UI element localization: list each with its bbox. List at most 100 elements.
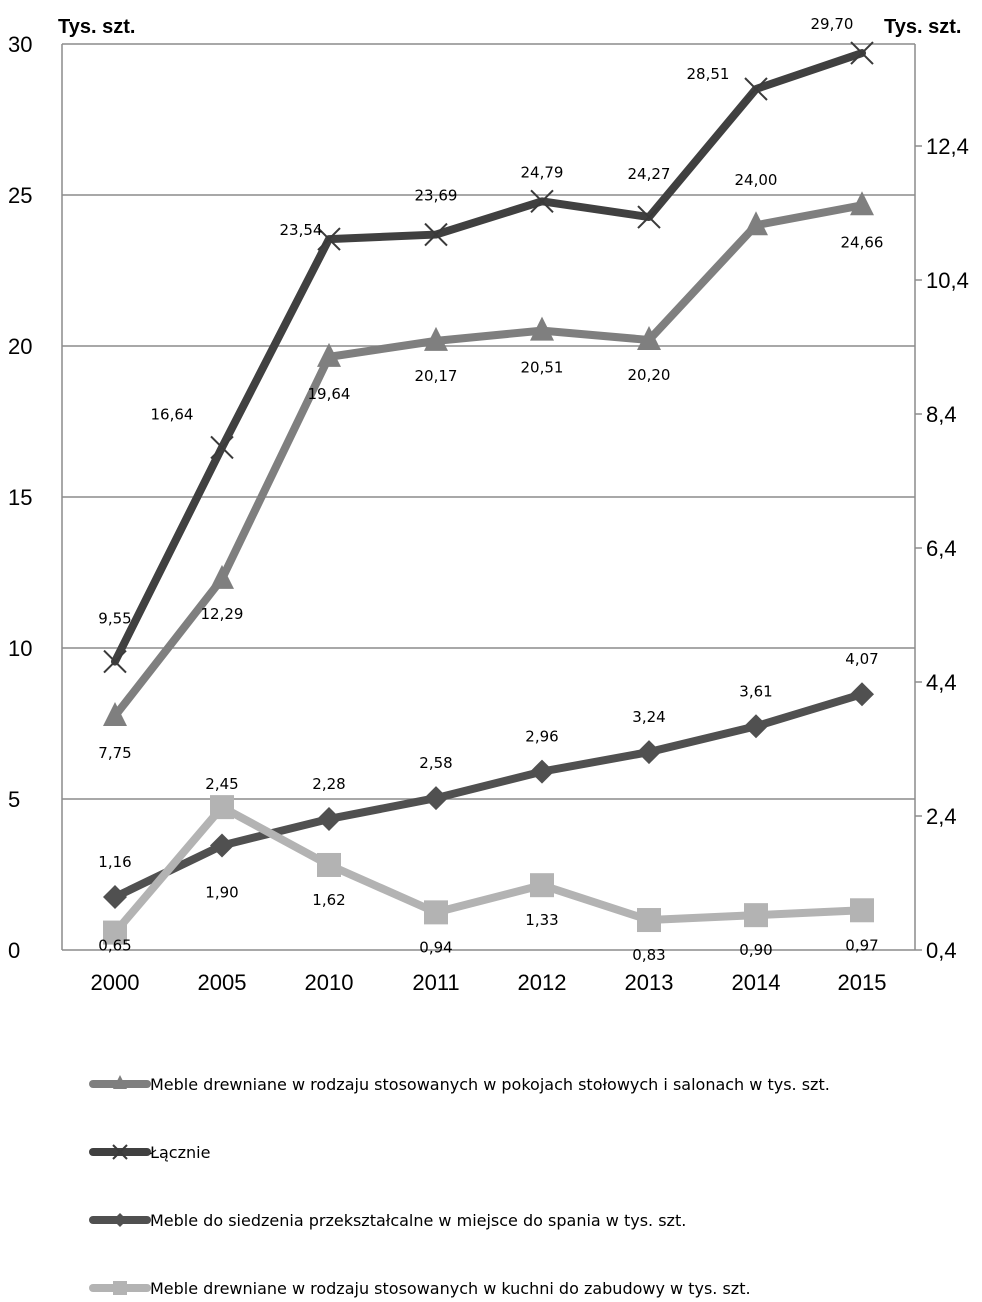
data-point-square xyxy=(210,795,234,820)
y-right-tick-label: 2,4 xyxy=(926,804,957,829)
data-point-x xyxy=(850,41,874,65)
legend-item: Meble do siedzenia przekształcalne w mie… xyxy=(89,1211,686,1230)
data-point-square xyxy=(103,920,127,945)
data-label: 7,75 xyxy=(98,744,131,762)
data-label: 3,61 xyxy=(739,682,772,700)
data-point-diamond xyxy=(317,806,341,831)
y-left-tick-label: 30 xyxy=(8,32,32,57)
data-point-square xyxy=(424,900,448,925)
data-label: 1,90 xyxy=(205,883,238,901)
legend-label: Meble do siedzenia przekształcalne w mie… xyxy=(150,1211,686,1230)
x-tick-label: 2014 xyxy=(732,970,781,995)
y-right-tick-label: 8,4 xyxy=(926,402,957,427)
data-label: 29,70 xyxy=(811,15,854,33)
data-point-square xyxy=(637,908,661,933)
data-label: 2,45 xyxy=(205,775,238,793)
legend-item: Łącznie xyxy=(89,1143,210,1162)
data-label: 1,33 xyxy=(525,911,558,929)
data-point-diamond xyxy=(744,714,768,739)
legend-item: Meble drewniane w rodzaju stosowanych w … xyxy=(89,1075,830,1094)
legend-label: Łącznie xyxy=(149,1143,210,1162)
data-label: 19,64 xyxy=(308,385,351,403)
series-line xyxy=(111,803,866,937)
y-left-tick-label: 0 xyxy=(8,938,20,963)
data-point-square xyxy=(850,898,874,923)
data-label: 24,66 xyxy=(841,233,884,251)
data-point-triangle xyxy=(103,701,127,726)
y-left-tick-label: 25 xyxy=(8,183,32,208)
legend: Meble drewniane w rodzaju stosowanych w … xyxy=(89,1075,830,1298)
data-point-x xyxy=(210,435,234,460)
data-point-x xyxy=(744,77,768,101)
data-label: 12,29 xyxy=(201,605,244,623)
data-point-triangle xyxy=(113,1075,127,1089)
data-label: 2,28 xyxy=(312,775,345,793)
data-point-diamond xyxy=(850,682,874,707)
data-point-square xyxy=(113,1281,127,1295)
y-right-tick-label: 12,4 xyxy=(926,134,969,159)
legend-label: Meble drewniane w rodzaju stosowanych w … xyxy=(150,1075,830,1094)
data-point-x xyxy=(112,1144,128,1160)
data-point-x xyxy=(637,205,661,229)
gridlines xyxy=(62,43,915,800)
axes: 0 5 10 15 20 25 30 0,4 2,4 4,4 6,4 8,4 10,4 12,4 2000 2… xyxy=(8,32,969,995)
data-label: 24,00 xyxy=(735,171,778,189)
data-label: 28,51 xyxy=(687,65,730,83)
data-point-x xyxy=(530,189,554,214)
data-point-diamond xyxy=(210,833,234,858)
data-label: 2,96 xyxy=(525,728,558,746)
data-label: 20,20 xyxy=(628,366,671,384)
series xyxy=(103,41,874,945)
data-label: 0,90 xyxy=(739,941,772,959)
data-label: 0,94 xyxy=(419,938,452,956)
data-label: 24,79 xyxy=(521,163,564,181)
data-label: 4,07 xyxy=(845,650,878,668)
data-point-x xyxy=(317,227,341,251)
y-right-tick-label: 6,4 xyxy=(926,536,957,561)
data-label: 23,69 xyxy=(415,187,458,205)
data-point-triangle xyxy=(850,191,874,216)
data-point-diamond xyxy=(424,786,448,811)
data-point-diamond xyxy=(637,740,661,765)
x-tick-label: 2005 xyxy=(198,970,247,995)
data-label: 9,55 xyxy=(98,610,131,628)
x-tick-label: 2015 xyxy=(838,970,887,995)
data-point-diamond xyxy=(530,759,554,784)
data-label: 0,83 xyxy=(632,946,665,964)
y-right-tick-label: 10,4 xyxy=(926,268,969,293)
series-line xyxy=(111,690,866,902)
y-left-tick-label: 5 xyxy=(8,787,20,812)
data-label: 20,17 xyxy=(415,367,458,385)
data-point-triangle xyxy=(317,342,341,367)
y-right-tick-label: 0,4 xyxy=(926,938,957,963)
data-point-square xyxy=(317,852,341,877)
data-point-x xyxy=(424,222,448,247)
series-line xyxy=(111,201,866,720)
legend-item: Meble drewniane w rodzaju stosowanych w … xyxy=(89,1279,751,1298)
y-right-unit: Tys. szt. xyxy=(884,16,961,38)
y-left-tick-label: 10 xyxy=(8,636,32,661)
data-label: 0,65 xyxy=(98,937,131,955)
data-label: 1,16 xyxy=(98,853,131,871)
data-point-triangle xyxy=(637,325,661,350)
data-point-diamond xyxy=(103,885,127,910)
y-right-tick-label: 4,4 xyxy=(926,670,957,695)
data-label: 2,58 xyxy=(419,754,452,772)
x-tick-label: 2013 xyxy=(625,970,674,995)
data-label: 3,24 xyxy=(632,708,665,726)
data-point-triangle xyxy=(210,564,234,589)
x-tick-label: 2011 xyxy=(412,970,459,995)
data-label: 16,64 xyxy=(151,405,194,423)
data-point-square xyxy=(744,903,768,928)
data-label: 23,54 xyxy=(280,221,323,239)
data-point-triangle xyxy=(744,211,768,236)
data-label: 1,62 xyxy=(312,891,345,909)
data-point-triangle xyxy=(424,326,448,351)
x-tick-label: 2000 xyxy=(91,970,140,995)
series-line xyxy=(111,49,866,666)
data-point-triangle xyxy=(530,316,554,341)
legend-label: Meble drewniane w rodzaju stosowanych w … xyxy=(150,1279,751,1298)
data-point-x xyxy=(103,649,127,674)
data-label: 20,51 xyxy=(521,359,564,377)
